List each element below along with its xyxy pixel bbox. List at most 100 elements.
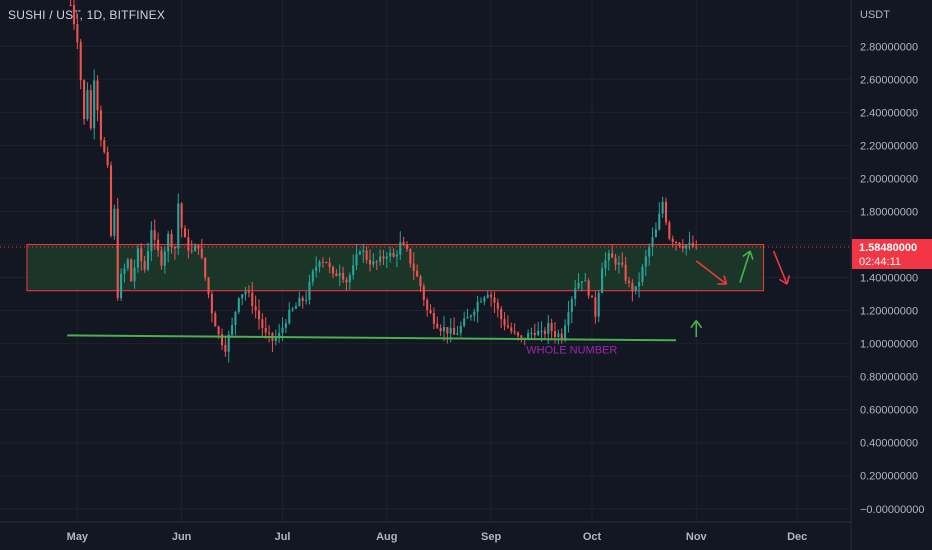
candle-body: [486, 294, 489, 298]
candle-body: [180, 203, 183, 229]
candle-body: [456, 333, 459, 335]
candle-body: [624, 264, 627, 281]
arrow-down-icon: [695, 260, 728, 285]
candle-body: [365, 250, 368, 260]
candle-body: [389, 252, 392, 257]
candle-body: [473, 311, 476, 316]
candle-body: [409, 248, 412, 264]
candle-body: [567, 312, 570, 326]
candle-body: [631, 282, 634, 291]
candle-body: [392, 252, 395, 257]
candle-body: [130, 259, 133, 282]
arrow-head: [690, 319, 697, 329]
candle-body: [113, 208, 116, 236]
candle-body: [416, 270, 419, 277]
time-tick-label: Jul: [275, 531, 291, 543]
candle-body: [177, 203, 180, 249]
candle-body: [368, 259, 372, 265]
arrow-head: [749, 250, 754, 260]
candle-body: [89, 90, 92, 129]
candle-body: [530, 332, 533, 334]
candle-body: [106, 151, 109, 166]
time-tick-label: Nov: [686, 531, 708, 543]
drawings: WHOLE NUMBER: [0, 246, 851, 357]
candle-body: [96, 80, 99, 111]
candle-body: [224, 344, 227, 352]
candle-body: [476, 301, 479, 312]
support-line: [67, 334, 677, 342]
arrow-head: [779, 278, 788, 285]
candle-body: [109, 165, 113, 236]
candle-body: [204, 257, 207, 278]
candle-body: [301, 297, 304, 301]
candle-body: [553, 331, 557, 337]
candle-body: [648, 247, 651, 257]
candle-body: [557, 333, 560, 337]
candle-body: [318, 261, 321, 267]
candle-body: [510, 327, 513, 332]
candle-body: [533, 332, 536, 336]
candle-body: [564, 325, 567, 340]
price-tick-label: 1.20000000: [860, 306, 918, 318]
countdown-value: 02:44:11: [859, 256, 901, 268]
price-tick-label: 0.60000000: [860, 405, 918, 417]
candle-body: [298, 297, 301, 307]
candle-body: [234, 311, 237, 325]
candle-body: [375, 261, 378, 263]
candle-body: [160, 250, 163, 266]
candle-body: [284, 323, 287, 328]
candle-body: [197, 245, 200, 249]
candle-body: [540, 330, 543, 332]
candle-body: [429, 309, 432, 314]
candle-body: [372, 261, 375, 265]
candle-body: [580, 281, 583, 283]
candle-body: [436, 323, 439, 328]
candle-body: [644, 256, 647, 267]
candle-body: [194, 245, 197, 252]
price-axis[interactable]: USDT 2.80000000 2.60000000 2.40000000 2.2000…: [852, 9, 932, 516]
price-tick-label: 2.00000000: [860, 173, 918, 185]
candle-body: [459, 325, 462, 334]
candle-body: [483, 297, 486, 302]
candle-body: [76, 24, 79, 43]
candle-body: [634, 286, 637, 291]
arrow-head: [742, 250, 751, 258]
time-tick-label: Dec: [787, 531, 807, 543]
candle-body: [170, 233, 173, 247]
candle-body: [163, 251, 166, 266]
candle-body: [358, 251, 361, 255]
candle-body: [493, 297, 496, 303]
candle-body: [614, 257, 617, 265]
candle-body: [257, 310, 261, 320]
candle-body: [675, 241, 678, 243]
candle-body: [685, 245, 688, 249]
candle-body: [251, 292, 254, 307]
last-price-badge: [852, 238, 932, 269]
candle-body: [516, 332, 520, 336]
candle-body: [143, 261, 146, 270]
candle-body: [123, 268, 126, 274]
candle-body: [479, 301, 483, 303]
time-axis[interactable]: May Jun Jul Aug Sep Oct Nov Dec: [67, 531, 808, 543]
candle-body: [315, 266, 318, 271]
time-tick-label: Jun: [172, 531, 192, 543]
candle-body: [638, 281, 641, 287]
time-tick-label: Sep: [481, 531, 501, 543]
candle-body: [547, 323, 550, 334]
candle-body: [506, 325, 509, 328]
candle-body: [446, 327, 449, 334]
arrow-head: [723, 275, 728, 285]
candle-body: [288, 309, 291, 324]
candle-body: [560, 333, 563, 340]
candle-body: [661, 201, 664, 214]
candle-body: [268, 332, 271, 334]
candle-body: [247, 291, 250, 293]
candle-body: [641, 266, 644, 282]
price-tick-label: 2.20000000: [860, 140, 918, 152]
candle-body: [217, 326, 220, 335]
candle-body: [426, 300, 429, 310]
candle-body: [153, 230, 156, 240]
candle-body: [671, 238, 674, 242]
candle-body: [604, 260, 607, 269]
